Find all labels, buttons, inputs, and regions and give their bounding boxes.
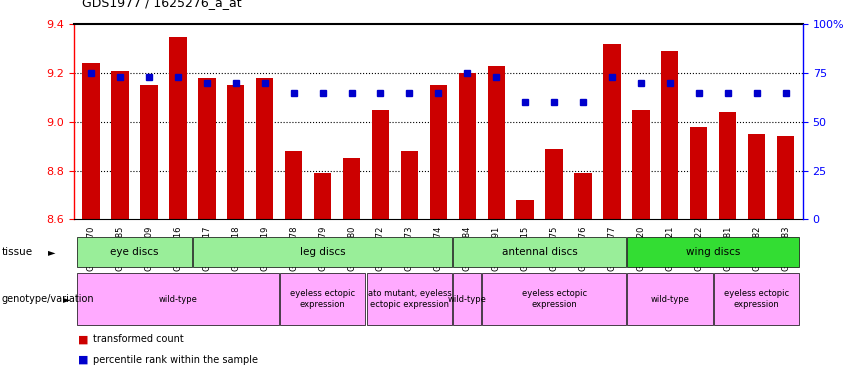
Bar xyxy=(366,273,452,325)
Bar xyxy=(111,70,128,219)
Text: eyeless ectopic
expression: eyeless ectopic expression xyxy=(724,290,789,309)
Bar xyxy=(227,85,245,219)
Bar xyxy=(401,151,418,219)
Bar xyxy=(627,273,713,325)
Bar xyxy=(632,110,649,219)
Text: wild-type: wild-type xyxy=(448,295,487,304)
Bar xyxy=(279,273,365,325)
Text: eyeless ectopic
expression: eyeless ectopic expression xyxy=(290,290,355,309)
Bar xyxy=(661,51,679,219)
Bar xyxy=(285,151,302,219)
Bar xyxy=(82,63,100,219)
Text: ato mutant, eyeless
ectopic expression: ato mutant, eyeless ectopic expression xyxy=(367,290,451,309)
Bar xyxy=(256,78,273,219)
Bar xyxy=(430,85,447,219)
Bar xyxy=(77,273,279,325)
Bar xyxy=(603,44,621,219)
Text: wing discs: wing discs xyxy=(686,247,740,257)
Bar xyxy=(372,110,389,219)
Text: leg discs: leg discs xyxy=(299,247,345,257)
Bar xyxy=(77,237,192,267)
Bar xyxy=(777,136,794,219)
Bar xyxy=(453,273,481,325)
Text: wild-type: wild-type xyxy=(650,295,689,304)
Text: ■: ■ xyxy=(78,355,89,365)
Bar xyxy=(343,158,360,219)
Text: percentile rank within the sample: percentile rank within the sample xyxy=(93,355,258,365)
Bar xyxy=(690,127,707,219)
Text: transformed count: transformed count xyxy=(93,334,184,344)
Text: eye discs: eye discs xyxy=(110,247,159,257)
Text: genotype/variation: genotype/variation xyxy=(2,294,95,304)
Bar xyxy=(141,85,158,219)
Text: ■: ■ xyxy=(78,334,89,344)
Text: tissue: tissue xyxy=(2,247,33,257)
Text: ►: ► xyxy=(62,294,70,304)
Bar xyxy=(719,112,736,219)
Bar xyxy=(488,66,505,219)
Bar xyxy=(483,273,626,325)
Bar xyxy=(198,78,215,219)
Bar xyxy=(458,73,476,219)
Text: GDS1977 / 1625276_a_at: GDS1977 / 1625276_a_at xyxy=(82,0,242,9)
Text: ►: ► xyxy=(48,247,56,257)
Bar xyxy=(748,134,766,219)
Bar xyxy=(193,237,452,267)
Bar xyxy=(713,273,799,325)
Text: wild-type: wild-type xyxy=(159,295,197,304)
Bar xyxy=(516,200,534,219)
Bar xyxy=(314,173,332,219)
Text: antennal discs: antennal discs xyxy=(502,247,577,257)
Bar xyxy=(575,173,592,219)
Bar xyxy=(627,237,799,267)
Text: eyeless ectopic
expression: eyeless ectopic expression xyxy=(522,290,587,309)
Bar xyxy=(169,36,187,219)
Bar xyxy=(545,148,562,219)
Bar xyxy=(453,237,626,267)
